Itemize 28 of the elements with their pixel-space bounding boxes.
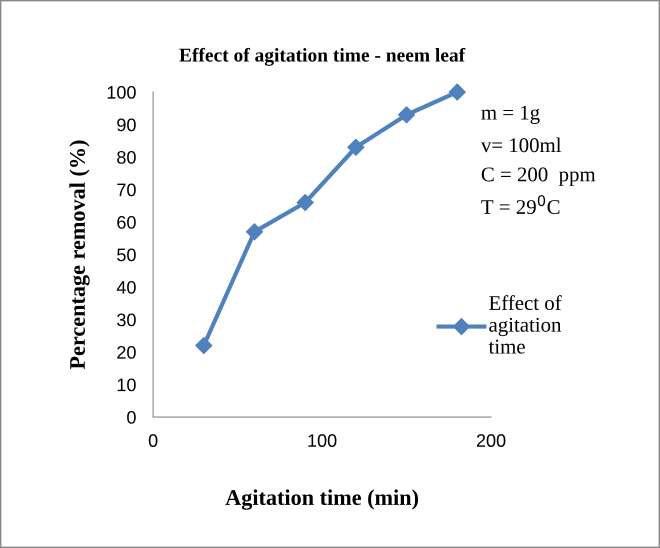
annotation: T = 29$^{0}$C: [481, 195, 560, 214]
chart-title: Effect of agitation time - neem leaf: [179, 48, 466, 66]
y-tick-label: 100: [108, 86, 136, 99]
annotation: C = 200 ppm: [482, 167, 596, 186]
y-tick-label: 70: [117, 183, 136, 196]
legend-label: Effect of agitation time: [488, 295, 562, 354]
y-tick-label: 80: [117, 150, 136, 164]
y-tick-label: 90: [117, 118, 136, 132]
y-tick-label: 60: [117, 216, 136, 229]
x-tick-label: 100: [308, 434, 336, 447]
point: [246, 223, 264, 240]
annotation: m = 1g: [481, 106, 540, 124]
point: [448, 84, 466, 101]
y-tick-label: 30: [117, 313, 136, 326]
y-tick-label: 0: [127, 410, 136, 424]
y-tick-label: 50: [117, 248, 136, 262]
y-tick-label: 10: [118, 378, 136, 392]
x-tick-label: 0: [148, 434, 158, 447]
x-axis-title: Agitation time (min): [225, 489, 418, 510]
y-tick-label: 20: [117, 346, 136, 359]
y-tick-label: 40: [116, 280, 136, 294]
point: [296, 194, 314, 212]
point: [398, 106, 416, 124]
point: [347, 138, 364, 156]
point: [195, 336, 212, 354]
annotation: v= 100ml: [480, 138, 562, 152]
y-axis-title: Percentage removal (%): [69, 140, 90, 370]
x-tick-label: 200: [476, 434, 506, 447]
